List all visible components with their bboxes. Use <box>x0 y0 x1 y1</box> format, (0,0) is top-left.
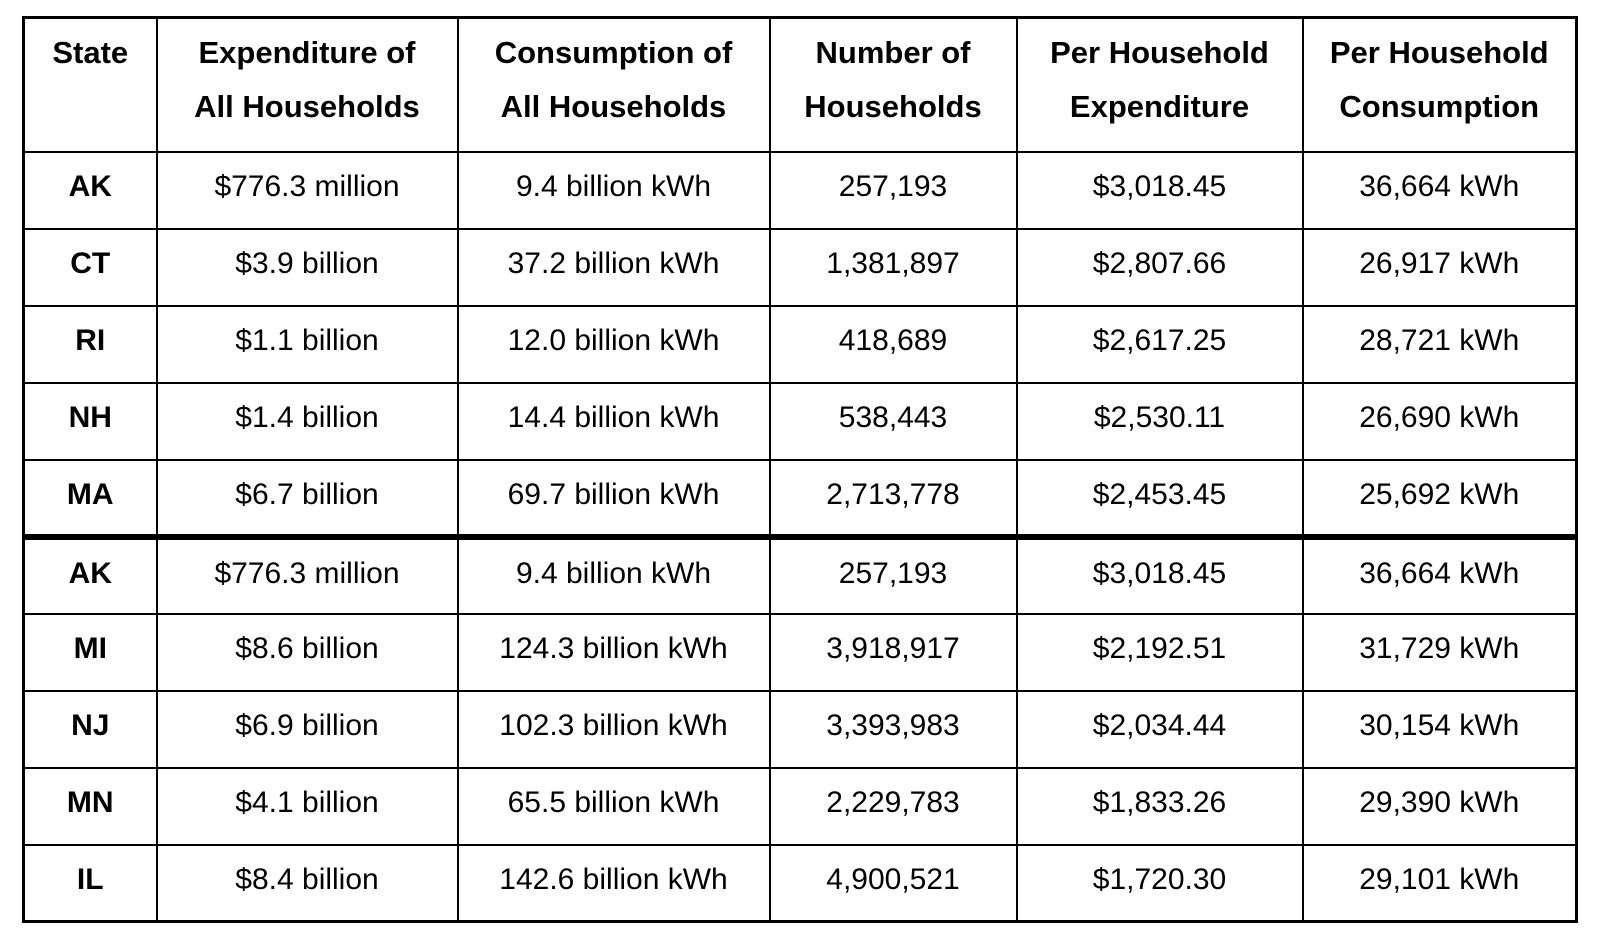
header-expenditure-all: Expenditure of All Households <box>155 16 459 153</box>
cell-state: CT <box>22 227 158 307</box>
cell-per-household-expenditure: $3,018.45 <box>1015 533 1304 615</box>
table-header: State Expenditure of All Households Cons… <box>22 16 1578 153</box>
cell-state: MN <box>22 766 158 846</box>
table-row: NJ $6.9 billion 102.3 billion kWh 3,393,… <box>22 689 1578 769</box>
cell-number-of-households: 538,443 <box>768 381 1018 461</box>
cell-per-household-expenditure: $3,018.45 <box>1015 150 1304 230</box>
cell-expenditure-all-households: $1.4 billion <box>155 381 459 461</box>
header-consumption-all-line2: All Households <box>500 89 727 124</box>
table-row: AK $776.3 million 9.4 billion kWh 257,19… <box>22 150 1578 230</box>
cell-state: AK <box>22 150 158 230</box>
table-row: RI $1.1 billion 12.0 billion kWh 418,689… <box>22 304 1578 384</box>
cell-number-of-households: 3,918,917 <box>768 612 1018 692</box>
cell-per-household-consumption: 29,390 kWh <box>1301 766 1578 846</box>
cell-consumption-all-households: 37.2 billion kWh <box>456 227 771 307</box>
header-state: State <box>22 16 158 153</box>
cell-state: RI <box>22 304 158 384</box>
cell-per-household-consumption: 26,690 kWh <box>1301 381 1578 461</box>
header-per-household-expenditure: Per Household Expenditure <box>1015 16 1304 153</box>
header-per-household-consumption: Per Household Consumption <box>1301 16 1578 153</box>
cell-expenditure-all-households: $4.1 billion <box>155 766 459 846</box>
cell-expenditure-all-households: $6.7 billion <box>155 458 459 538</box>
cell-consumption-all-households: 102.3 billion kWh <box>456 689 771 769</box>
cell-per-household-consumption: 26,917 kWh <box>1301 227 1578 307</box>
cell-per-household-consumption: 29,101 kWh <box>1301 843 1578 923</box>
cell-expenditure-all-households: $8.4 billion <box>155 843 459 923</box>
cell-per-household-expenditure: $1,720.30 <box>1015 843 1304 923</box>
cell-state: AK <box>22 533 158 615</box>
header-consumption-all: Consumption of All Households <box>456 16 771 153</box>
cell-per-household-expenditure: $2,530.11 <box>1015 381 1304 461</box>
cell-per-household-expenditure: $2,192.51 <box>1015 612 1304 692</box>
cell-number-of-households: 2,713,778 <box>768 458 1018 538</box>
cell-number-of-households: 257,193 <box>768 150 1018 230</box>
cell-consumption-all-households: 142.6 billion kWh <box>456 843 771 923</box>
cell-per-household-consumption: 36,664 kWh <box>1301 150 1578 230</box>
cell-number-of-households: 4,900,521 <box>768 843 1018 923</box>
cell-consumption-all-households: 9.4 billion kWh <box>456 533 771 615</box>
header-row: State Expenditure of All Households Cons… <box>22 16 1578 153</box>
cell-per-household-consumption: 36,664 kWh <box>1301 533 1578 615</box>
cell-consumption-all-households: 69.7 billion kWh <box>456 458 771 538</box>
header-expenditure-all-line1: Expenditure of <box>198 35 416 70</box>
header-number-of-households-line2: Households <box>804 89 982 124</box>
header-expenditure-all-line2: All Households <box>194 89 420 124</box>
cell-number-of-households: 418,689 <box>768 304 1018 384</box>
cell-consumption-all-households: 14.4 billion kWh <box>456 381 771 461</box>
cell-expenditure-all-households: $6.9 billion <box>155 689 459 769</box>
cell-per-household-expenditure: $2,807.66 <box>1015 227 1304 307</box>
cell-per-household-consumption: 28,721 kWh <box>1301 304 1578 384</box>
cell-expenditure-all-households: $776.3 million <box>155 150 459 230</box>
header-per-household-expenditure-line1: Per Household <box>1050 35 1269 70</box>
table-row: MN $4.1 billion 65.5 billion kWh 2,229,7… <box>22 766 1578 846</box>
header-per-household-expenditure-line2: Expenditure <box>1069 89 1250 124</box>
household-electricity-table: State Expenditure of All Households Cons… <box>22 16 1578 923</box>
cell-number-of-households: 3,393,983 <box>768 689 1018 769</box>
cell-consumption-all-households: 12.0 billion kWh <box>456 304 771 384</box>
header-state-line1: State <box>52 35 129 70</box>
cell-per-household-expenditure: $2,034.44 <box>1015 689 1304 769</box>
cell-per-household-expenditure: $2,617.25 <box>1015 304 1304 384</box>
table-row: IL $8.4 billion 142.6 billion kWh 4,900,… <box>22 843 1578 923</box>
header-per-household-consumption-line2: Consumption <box>1339 89 1540 124</box>
table-row: MI $8.6 billion 124.3 billion kWh 3,918,… <box>22 612 1578 692</box>
cell-expenditure-all-households: $1.1 billion <box>155 304 459 384</box>
header-number-of-households: Number of Households <box>768 16 1018 153</box>
cell-per-household-expenditure: $2,453.45 <box>1015 458 1304 538</box>
cell-expenditure-all-households: $776.3 million <box>155 533 459 615</box>
cell-state: MI <box>22 612 158 692</box>
cell-per-household-consumption: 30,154 kWh <box>1301 689 1578 769</box>
cell-per-household-consumption: 25,692 kWh <box>1301 458 1578 538</box>
cell-per-household-consumption: 31,729 kWh <box>1301 612 1578 692</box>
cell-per-household-expenditure: $1,833.26 <box>1015 766 1304 846</box>
cell-state: NJ <box>22 689 158 769</box>
cell-consumption-all-households: 124.3 billion kWh <box>456 612 771 692</box>
cell-state: NH <box>22 381 158 461</box>
header-consumption-all-line1: Consumption of <box>494 35 733 70</box>
cell-state: IL <box>22 843 158 923</box>
cell-state: MA <box>22 458 158 538</box>
table-row: CT $3.9 billion 37.2 billion kWh 1,381,8… <box>22 227 1578 307</box>
cell-number-of-households: 2,229,783 <box>768 766 1018 846</box>
table-body: AK $776.3 million 9.4 billion kWh 257,19… <box>22 150 1578 923</box>
cell-number-of-households: 1,381,897 <box>768 227 1018 307</box>
header-number-of-households-line1: Number of <box>815 35 971 70</box>
cell-expenditure-all-households: $3.9 billion <box>155 227 459 307</box>
table-row: AK $776.3 million 9.4 billion kWh 257,19… <box>22 533 1578 615</box>
cell-number-of-households: 257,193 <box>768 533 1018 615</box>
cell-consumption-all-households: 9.4 billion kWh <box>456 150 771 230</box>
cell-consumption-all-households: 65.5 billion kWh <box>456 766 771 846</box>
cell-expenditure-all-households: $8.6 billion <box>155 612 459 692</box>
header-per-household-consumption-line1: Per Household <box>1329 35 1549 70</box>
table-row: MA $6.7 billion 69.7 billion kWh 2,713,7… <box>22 458 1578 538</box>
table-row: NH $1.4 billion 14.4 billion kWh 538,443… <box>22 381 1578 461</box>
